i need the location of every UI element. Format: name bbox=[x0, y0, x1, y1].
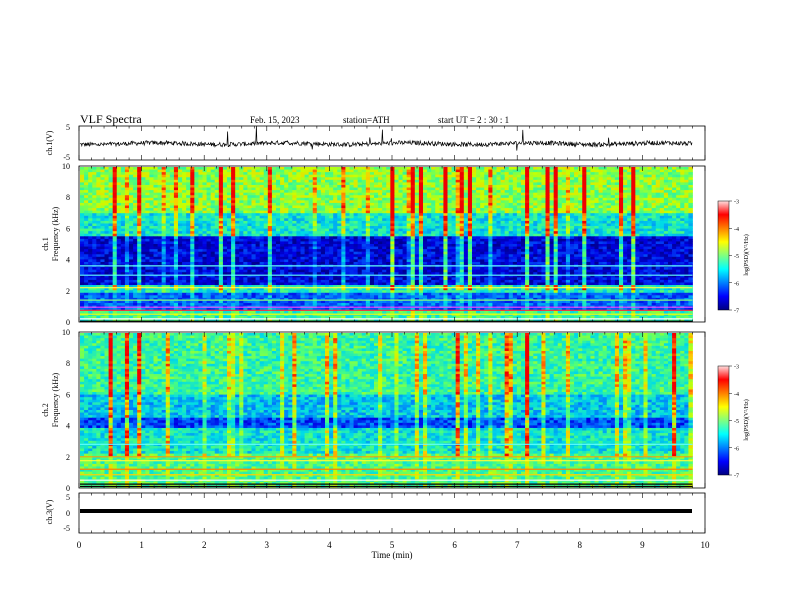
x-tick-label: 1 bbox=[139, 540, 144, 550]
frequency-tick-label: 6 bbox=[66, 224, 70, 233]
ch1-spec-ylabel-frequency: Frequency (kHz) bbox=[51, 206, 60, 261]
colorbar-tick-label: -5 bbox=[734, 254, 739, 260]
frequency-tick-label: 8 bbox=[66, 193, 70, 202]
station-label: station=ATH bbox=[343, 115, 390, 125]
frequency-tick-label: 6 bbox=[66, 390, 70, 399]
date-label: Feb. 15, 2023 bbox=[250, 115, 300, 125]
x-tick-label: 9 bbox=[640, 540, 645, 550]
ch3-waveform-panel: 5 0 -5 ch.3(V) bbox=[45, 492, 706, 534]
ch1-ylabel: ch.1(V) bbox=[45, 130, 54, 155]
colorbar-tick-label: -7 bbox=[734, 474, 739, 480]
ch3-ytick-bottom: -5 bbox=[63, 524, 70, 533]
ch3-ylabel: ch.3(V) bbox=[45, 499, 54, 524]
ch1-spec-ylabel-channel: ch.1 bbox=[41, 237, 50, 251]
ch3-ytick-top: 5 bbox=[66, 493, 70, 502]
start-ut-label: start UT = 2 : 30 : 1 bbox=[438, 115, 509, 125]
frequency-tick-label: 0 bbox=[66, 318, 70, 327]
ch1-waveform-panel: 5 -5 ch.1(V) bbox=[45, 123, 706, 162]
colorbar-tick-label: -3 bbox=[734, 365, 739, 371]
x-tick-label: 6 bbox=[452, 540, 457, 550]
colorbar-ch1: -3 -4 -5 -6 -7 log(PSD)(V²/Hz) bbox=[717, 200, 750, 315]
ch1-waveform-trace bbox=[79, 125, 693, 151]
colorbar-tick-label: -6 bbox=[734, 281, 739, 287]
x-tick-label: 10 bbox=[701, 540, 711, 550]
frequency-tick-label: 4 bbox=[66, 422, 70, 431]
frequency-tick-label: 2 bbox=[66, 287, 70, 296]
ch3-ytick-mid: 0 bbox=[66, 509, 70, 518]
ch1-ytick-top: 5 bbox=[66, 123, 70, 132]
x-tick-label: 5 bbox=[390, 540, 395, 550]
colorbar-tick-label: -6 bbox=[734, 446, 739, 452]
frequency-tick-label: 10 bbox=[62, 162, 70, 171]
colorbar-tick-label: -4 bbox=[734, 392, 739, 398]
colorbar-ch2-label: log(PSD)(V²/Hz) bbox=[743, 399, 750, 440]
frequency-tick-label: 10 bbox=[62, 328, 70, 337]
ch1-ytick-bottom: -5 bbox=[63, 153, 70, 162]
x-tick-label: 3 bbox=[265, 540, 270, 550]
colorbar-ch1-label: log(PSD)(V²/Hz) bbox=[743, 234, 750, 275]
frequency-tick-label: 4 bbox=[66, 256, 70, 265]
frequency-tick-label: 8 bbox=[66, 359, 70, 368]
ch2-spec-ylabel-frequency: Frequency (kHz) bbox=[51, 372, 60, 427]
ch2-spec-ylabel-channel: ch.2 bbox=[41, 403, 50, 417]
colorbar-tick-label: -7 bbox=[734, 309, 739, 315]
x-tick-label: 2 bbox=[202, 540, 207, 550]
ch1-spectrogram-panel: 0 2 4 6 8 10 ch.1 Frequency (kHz) bbox=[41, 162, 706, 327]
frequency-tick-label: 2 bbox=[66, 453, 70, 462]
frequency-tick-label: 0 bbox=[66, 484, 70, 493]
colorbar-tick-label: -5 bbox=[734, 419, 739, 425]
x-tick-label: 0 bbox=[77, 540, 82, 550]
x-tick-label: 7 bbox=[515, 540, 520, 550]
colorbar-ch2: -3 -4 -5 -6 -7 log(PSD)(V²/Hz) bbox=[717, 365, 750, 480]
figure-title: VLF Spectra bbox=[80, 112, 142, 126]
x-axis-label: Time (min) bbox=[372, 550, 413, 560]
x-tick-label: 4 bbox=[327, 540, 332, 550]
x-tick-label: 8 bbox=[578, 540, 583, 550]
colorbar-tick-label: -3 bbox=[734, 200, 739, 206]
ch2-spectrogram-panel: 0 2 4 6 8 10 ch.2 Frequency (kHz) bbox=[41, 328, 706, 493]
colorbar-tick-label: -4 bbox=[734, 227, 739, 233]
